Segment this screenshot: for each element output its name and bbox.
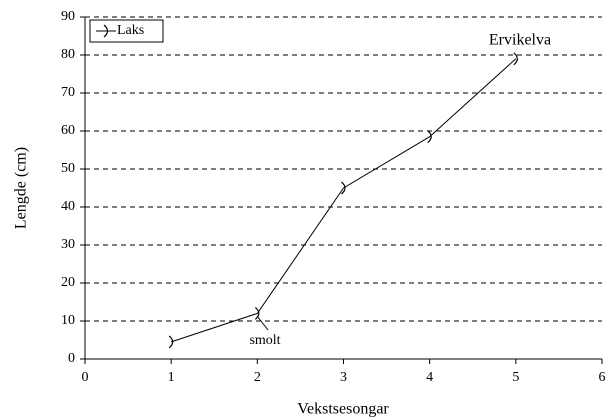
y-tick-label: 30: [61, 237, 75, 252]
series-marker: [168, 335, 174, 349]
annotation-leader: [256, 315, 269, 331]
y-tick-label: 80: [61, 47, 75, 62]
x-tick-label: 3: [340, 370, 347, 385]
series-marker: [254, 306, 260, 320]
x-tick-label: 4: [426, 370, 433, 385]
series-marker: [427, 130, 432, 144]
y-axis-label: Lengde (cm): [13, 147, 30, 229]
y-tick-label: 0: [68, 351, 75, 366]
y-tick-label: 60: [61, 123, 75, 138]
legend-label: Laks: [117, 23, 144, 38]
y-tick-label: 50: [61, 161, 75, 176]
series-marker: [513, 52, 518, 66]
annotation: Ervikelva: [489, 32, 551, 49]
y-tick-label: 40: [61, 199, 75, 214]
series-line: [171, 58, 517, 343]
x-tick-label: 0: [82, 370, 89, 385]
x-tick-label: 5: [512, 370, 519, 385]
y-tick-label: 10: [61, 313, 75, 328]
x-tick-label: 1: [168, 370, 175, 385]
y-tick-label: 70: [61, 85, 75, 100]
y-tick-label: 90: [61, 9, 75, 24]
y-tick-label: 20: [61, 275, 75, 290]
legend-marker: [103, 24, 109, 38]
x-axis-label: Vekstsesongar: [297, 401, 389, 418]
annotation: smolt: [249, 333, 280, 348]
x-tick-label: 2: [254, 370, 261, 385]
series-marker: [341, 181, 346, 195]
legend-box: [89, 19, 164, 43]
x-tick-label: 6: [599, 370, 605, 385]
